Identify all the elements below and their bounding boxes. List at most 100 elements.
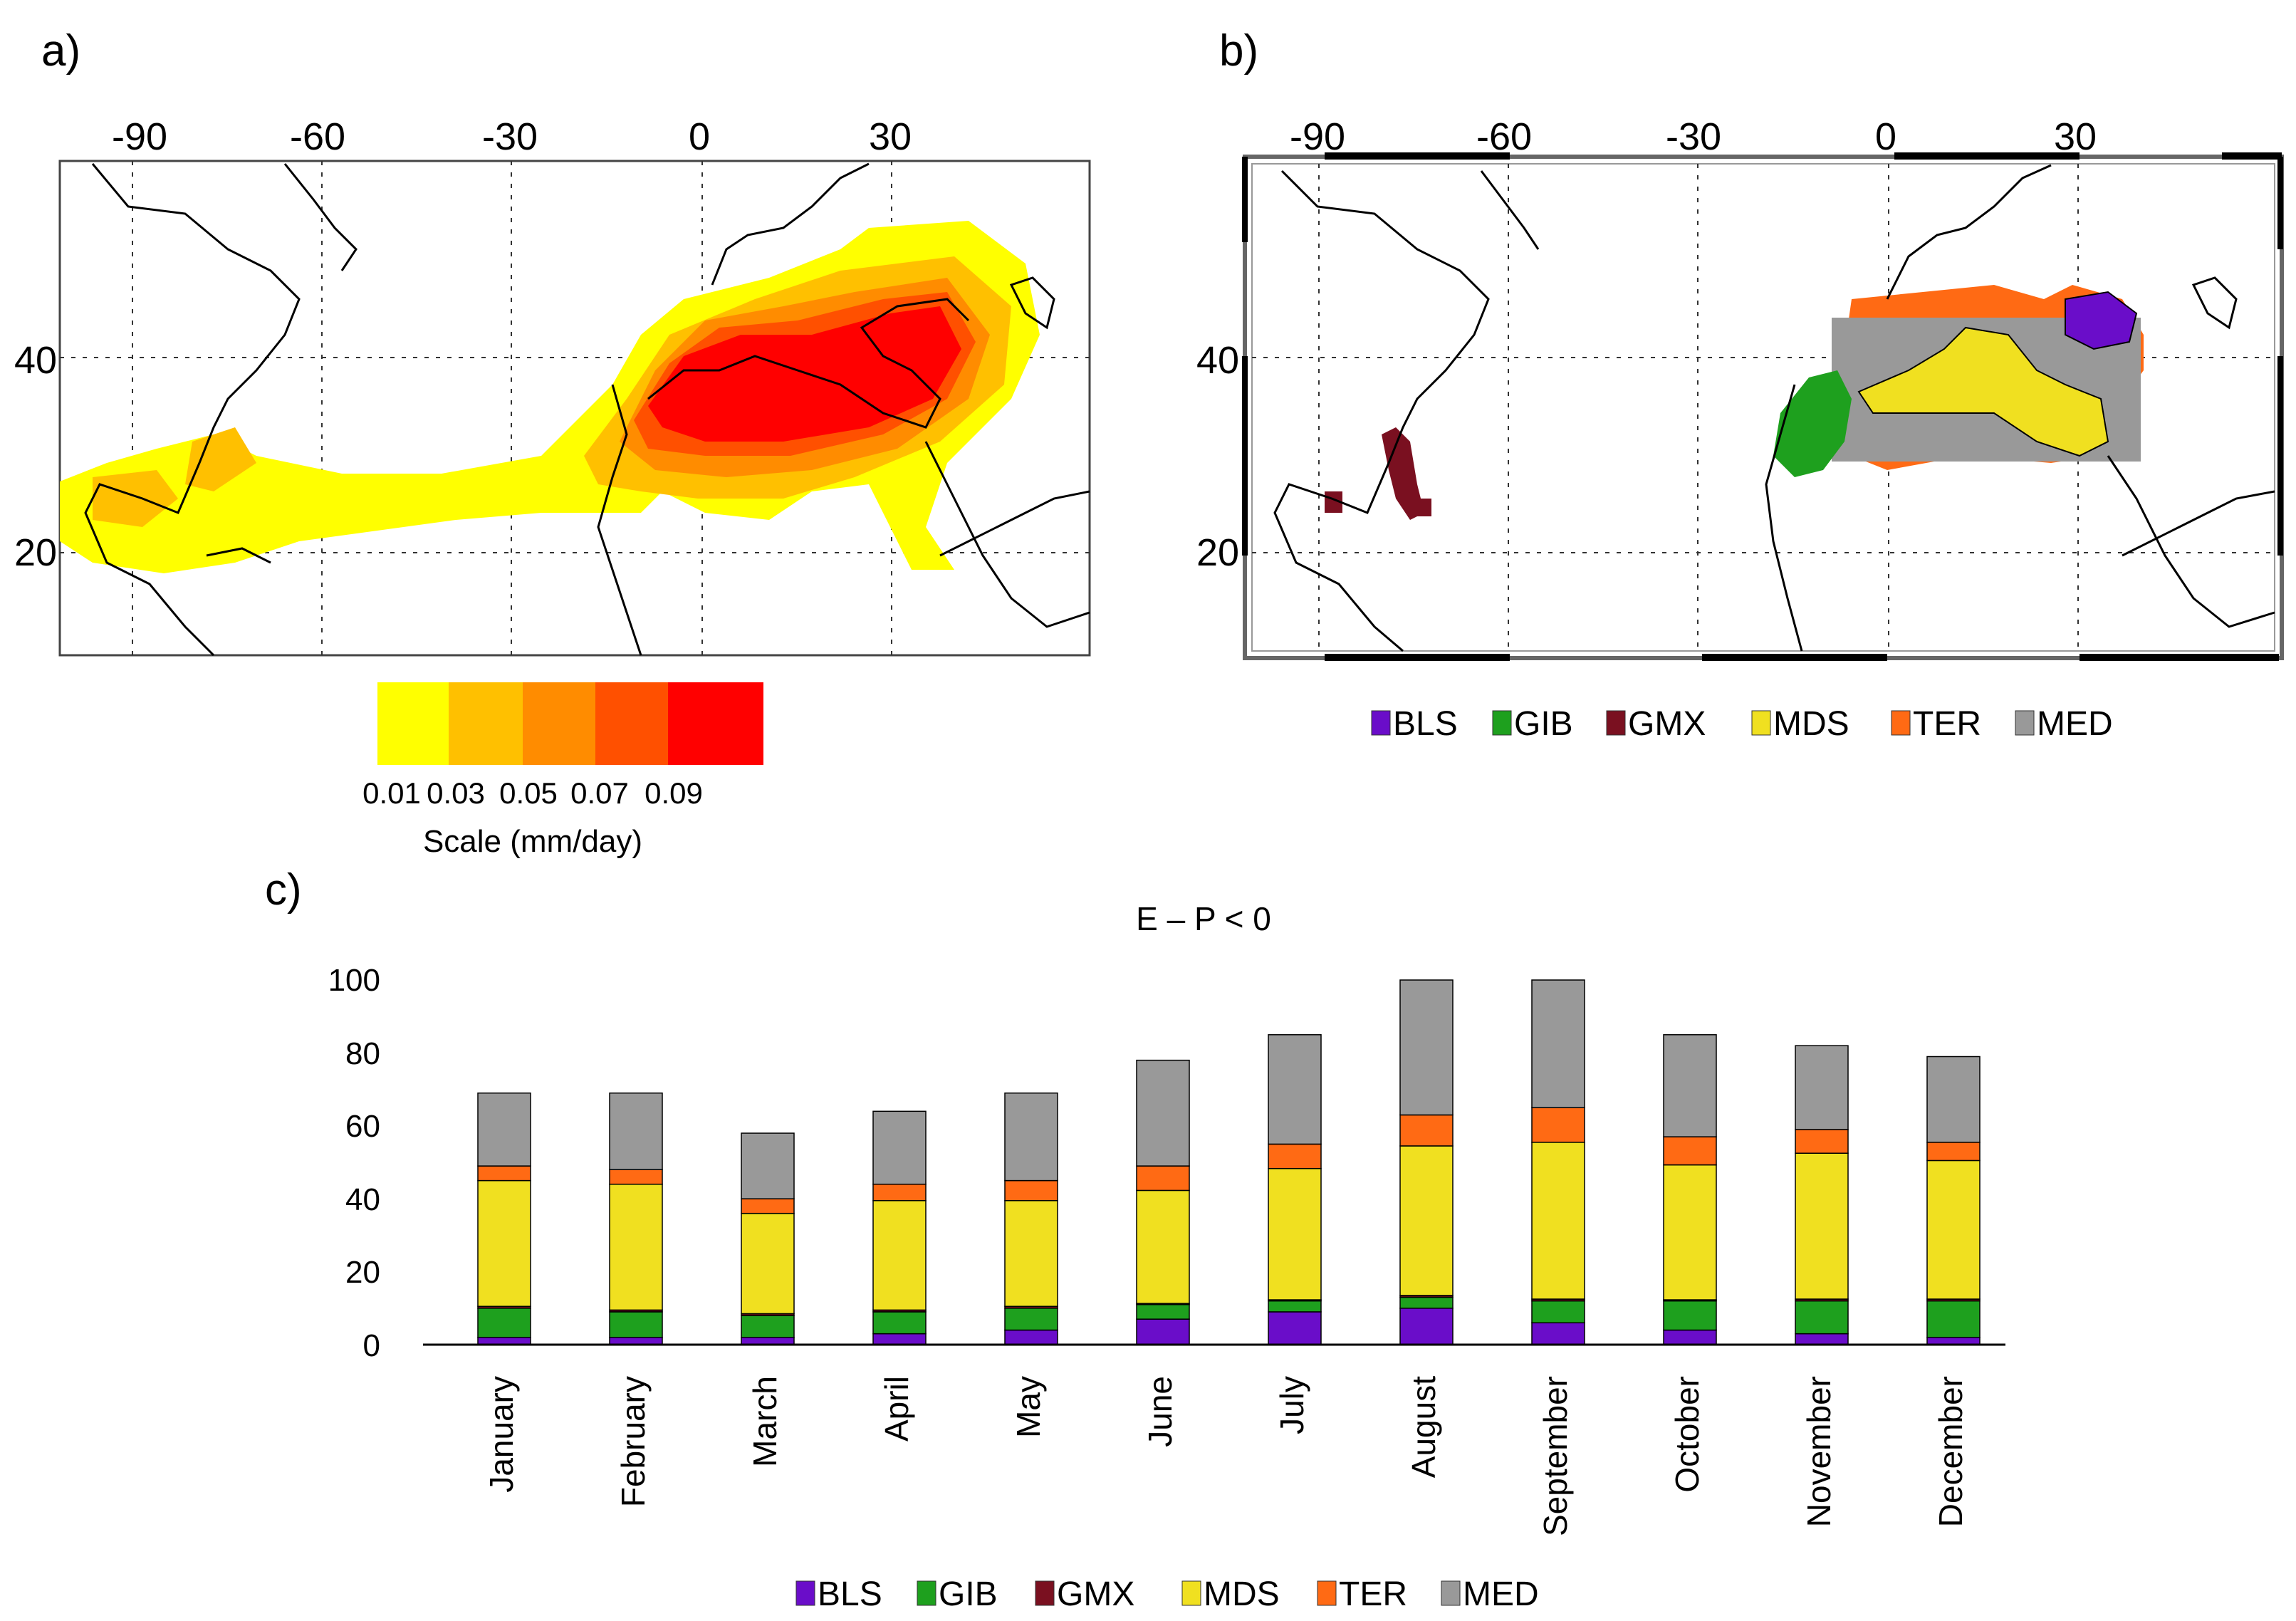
panel-a: a) -90 -60 -30 0 30 40 20 <box>14 26 1091 859</box>
chart-title: E – P < 0 <box>1136 900 1271 937</box>
chart-legend: BLS GIB GMX MDS TER MED <box>795 1575 1539 1613</box>
bar-bls-january <box>477 1337 531 1345</box>
y-tick-label: 0 <box>363 1328 380 1363</box>
bar-mds-november <box>1795 1152 1849 1300</box>
y-tick-label: 60 <box>345 1109 380 1144</box>
legend-swatch <box>1317 1580 1337 1606</box>
panel-a-lon-ticks: -90 -60 -30 0 30 <box>112 115 912 158</box>
x-tick-label: December <box>1932 1376 1969 1527</box>
x-tick-label: March <box>746 1376 783 1467</box>
panel-b-legend: BLS GIB GMX MDS TER MED <box>1371 705 2113 743</box>
panel-b-label: b) <box>1219 26 1258 75</box>
bar-med-february <box>609 1092 663 1170</box>
colorbar-swatch <box>377 682 449 765</box>
bar-med-april <box>872 1110 927 1185</box>
region-bls <box>2065 291 2138 350</box>
colorbar-tick-label: 0.05 <box>499 776 558 810</box>
bar-med-august <box>1399 979 1454 1116</box>
panel-a-lat-tick: 40 <box>14 339 57 382</box>
legend-swatch <box>917 1580 936 1606</box>
panel-a-coastlines <box>84 162 1090 657</box>
legend-label: GMX <box>1057 1575 1134 1613</box>
panel-b-lon-tick: 30 <box>2054 115 2097 158</box>
panel-b-frame-bars <box>1242 152 2283 661</box>
bar-med-january <box>477 1092 531 1167</box>
y-axis-ticks: 0 20 40 60 80 100 <box>328 963 380 1363</box>
legend-label: MDS <box>1773 705 1849 743</box>
x-tick-label: July <box>1273 1376 1310 1434</box>
panel-b-lon-tick: 0 <box>1875 115 1896 158</box>
x-tick-label: February <box>615 1376 652 1507</box>
panel-b-lat-tick: 40 <box>1196 339 1239 382</box>
bar-bls-june <box>1136 1318 1190 1345</box>
bar-mds-july <box>1268 1167 1322 1301</box>
x-tick-label: April <box>878 1376 915 1442</box>
panel-a-lon-tick: -90 <box>112 115 167 158</box>
colorbar-tick-label: 0.01 <box>362 776 421 810</box>
bar-gib-may <box>1004 1308 1058 1331</box>
bar-gib-december <box>1926 1300 1981 1338</box>
region-gmx <box>1417 499 1431 516</box>
bar-gib-january <box>477 1308 531 1338</box>
bar-med-october <box>1663 1034 1717 1137</box>
bar-gib-july <box>1268 1300 1322 1313</box>
bar-bls-august <box>1399 1308 1454 1345</box>
y-tick-label: 80 <box>345 1036 380 1071</box>
legend-swatch <box>1751 710 1771 736</box>
legend-label: TER <box>1913 705 1981 743</box>
bar-mds-september <box>1531 1142 1585 1300</box>
panel-b-lon-ticks: -90 -60 -30 0 30 <box>1290 115 2097 158</box>
bar-gib-october <box>1663 1300 1717 1331</box>
panel-b-lon-tick: -60 <box>1476 115 1532 158</box>
panel-b-lon-tick: -30 <box>1666 115 1721 158</box>
colorbar-swatch <box>668 682 763 765</box>
panel-b-map <box>1242 152 2284 661</box>
panel-a-label: a) <box>41 26 80 75</box>
legend-swatch <box>1891 710 1911 736</box>
panel-a-lon-tick: -30 <box>482 115 538 158</box>
bar-gib-april <box>872 1311 927 1335</box>
legend-label: MED <box>2037 705 2113 743</box>
x-tick-label: June <box>1142 1376 1179 1447</box>
bar-gib-february <box>609 1311 663 1338</box>
panel-c-label: c) <box>265 865 302 914</box>
bar-ter-august <box>1399 1114 1454 1147</box>
panel-b-regions <box>1325 285 2144 520</box>
bar-mds-august <box>1399 1145 1454 1296</box>
bar-mds-march <box>741 1212 795 1315</box>
bar-ter-november <box>1795 1129 1849 1154</box>
x-tick-label: October <box>1669 1376 1706 1493</box>
bar-bls-december <box>1926 1337 1981 1345</box>
colorbar-tick-label: 0.07 <box>570 776 629 810</box>
bar-gib-september <box>1531 1300 1585 1324</box>
bar-ter-june <box>1136 1165 1190 1192</box>
panel-a-lat-tick: 20 <box>14 531 57 574</box>
x-tick-label: January <box>483 1376 520 1493</box>
panel-a-map <box>58 160 1091 657</box>
bar-stacks <box>477 979 1981 1345</box>
bar-ter-october <box>1663 1136 1717 1166</box>
x-axis-labels: January February March April May June Ju… <box>483 1376 1969 1536</box>
bar-bls-october <box>1663 1329 1717 1345</box>
legend-swatch <box>1441 1580 1461 1606</box>
bar-bls-may <box>1004 1329 1058 1345</box>
panel-b-coastlines <box>1273 164 2275 652</box>
region-gmx <box>1382 427 1424 520</box>
legend-label: GIB <box>939 1575 998 1613</box>
legend-swatch <box>1181 1580 1201 1606</box>
legend-swatch <box>1035 1580 1055 1606</box>
legend-label: GIB <box>1514 705 1573 743</box>
legend-label: GMX <box>1628 705 1706 743</box>
panel-a-colorbar: 0.01 0.03 0.05 0.07 0.09 Scale (mm/day) <box>362 682 763 859</box>
colorbar-tick-label: 0.03 <box>427 776 485 810</box>
bar-gib-march <box>741 1315 795 1338</box>
bar-mds-january <box>477 1179 531 1307</box>
panel-b: b) -90 -60 -30 0 30 40 20 <box>1196 26 2284 743</box>
legend-swatch <box>1371 710 1391 736</box>
x-tick-label: August <box>1405 1376 1442 1478</box>
bar-ter-april <box>872 1183 927 1202</box>
panel-a-lon-tick: 30 <box>869 115 912 158</box>
bar-med-may <box>1004 1092 1058 1182</box>
bar-ter-december <box>1926 1142 1981 1162</box>
colorbar-swatch <box>449 682 523 765</box>
